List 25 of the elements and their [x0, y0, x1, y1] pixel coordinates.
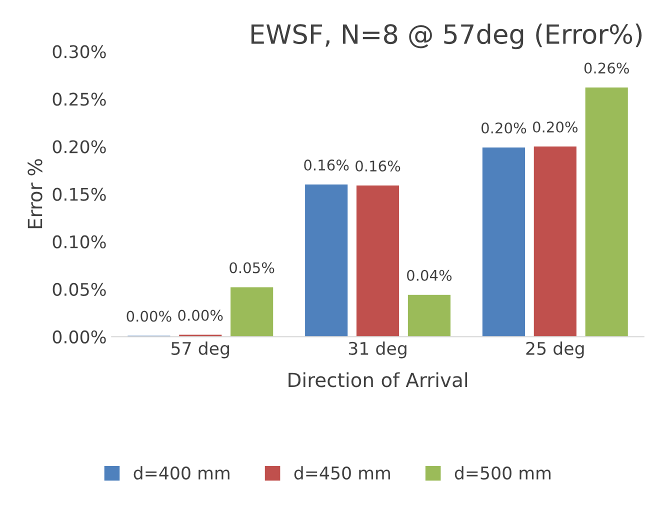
x-tick-label: 25 deg — [526, 342, 584, 358]
y-axis-title: Error % — [28, 159, 42, 228]
data-label: 0.16% — [356, 160, 400, 172]
legend-label: d=450 mm — [294, 466, 390, 480]
data-label: 0.20% — [482, 122, 526, 134]
y-tick-label: 0.10% — [52, 235, 106, 248]
y-tick-label: 0.30% — [52, 45, 106, 58]
y-tick-label: 0.00% — [52, 330, 106, 344]
data-label: 0.04% — [407, 270, 452, 281]
y-tick-label: 0.15% — [52, 188, 106, 201]
y-tick-label: 0.05% — [52, 282, 106, 296]
y-tick-label: 0.20% — [52, 140, 106, 154]
data-label: 0.16% — [304, 160, 349, 171]
legend-label: d=400 mm — [134, 466, 230, 480]
x-tick-label: 31 deg — [348, 342, 406, 358]
legend-label: d=500 mm — [454, 466, 550, 480]
x-tick-label: 57 deg — [172, 342, 229, 358]
x-axis-title: Direction of Arrival — [288, 372, 468, 388]
y-tick-label: 0.25% — [52, 92, 106, 106]
data-label: 0.05% — [230, 262, 274, 274]
data-label: 0.00% — [178, 310, 223, 321]
data-label: 0.20% — [532, 122, 578, 133]
chart-title: EWSF, N=8 @ 57deg (Error%) — [251, 24, 642, 50]
data-label: 0.00% — [126, 310, 172, 322]
data-label: 0.26% — [584, 62, 629, 74]
